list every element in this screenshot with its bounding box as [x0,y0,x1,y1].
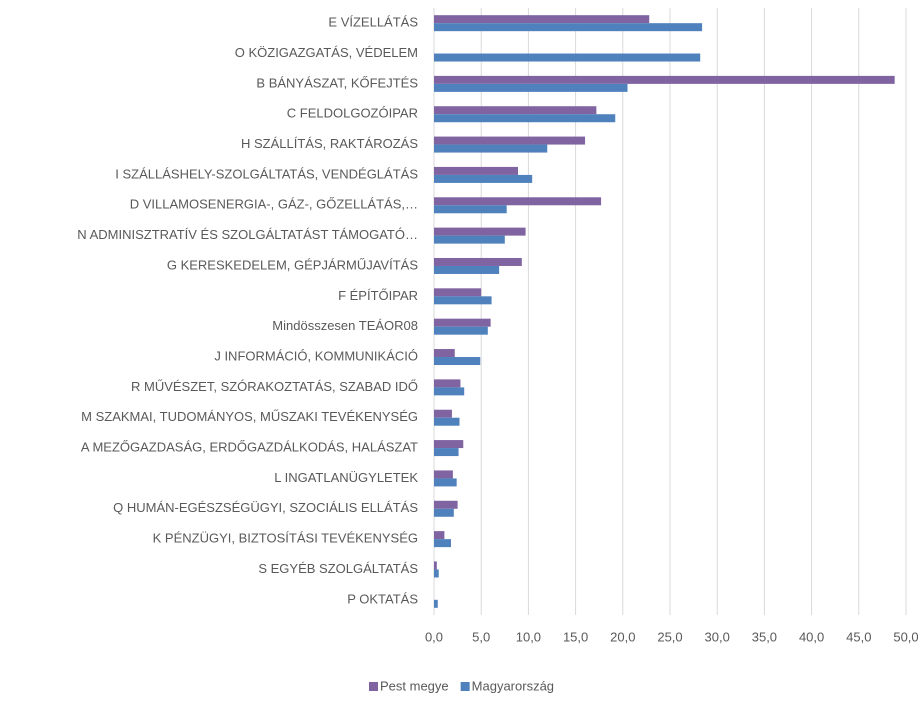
x-tick-label: 25,0 [657,629,682,644]
bar [434,296,492,305]
bar [434,166,519,175]
bar [434,53,701,62]
y-tick-label: N ADMINISZTRATÍV ÉS SZOLGÁLTATÁST TÁMOGA… [77,227,418,242]
bar [434,144,548,153]
x-tick-label: 10,0 [516,629,541,644]
bar [434,508,454,517]
bar [434,75,895,84]
y-tick-label: C FELDOLGOZÓIPAR [287,106,418,121]
bar [434,174,533,183]
bar [434,500,458,509]
y-tick-label: P OKTATÁS [347,591,418,606]
bar [434,478,457,487]
y-tick-label: R MŰVÉSZET, SZÓRAKOZTATÁS, SZABAD IDŐ [131,379,418,394]
bar [434,569,439,578]
bar [434,227,526,236]
bar [434,599,438,608]
y-tick-label: Q HUMÁN-EGÉSZSÉGÜGYI, SZOCIÁLIS ELLÁTÁS [113,500,418,515]
bar [434,379,461,388]
bar [434,23,703,32]
bar [434,197,602,206]
bar [434,83,628,92]
bar [434,205,507,214]
bar [434,357,481,366]
y-tick-label: A MEZŐGAZDASÁG, ERDŐGAZDÁLKODÁS, HALÁSZA… [81,440,418,455]
bar [434,257,522,266]
y-tick-label: L INGATLANÜGYLETEK [274,470,418,485]
bar [434,440,464,449]
x-tick-label: 50,0 [893,629,918,644]
y-tick-label: K PÉNZÜGYI, BIZTOSÍTÁSI TEVÉKENYSÉG [153,531,418,546]
bar [434,539,451,548]
y-tick-label: G KERESKEDELEM, GÉPJÁRMŰJAVÍTÁS [167,257,418,272]
y-tick-label: Mindösszesen TEÁOR08 [272,318,418,333]
y-tick-label: B BÁNYÁSZAT, KŐFEJTÉS [256,75,418,90]
y-tick-label: M SZAKMAI, TUDOMÁNYOS, MŰSZAKI TEVÉKENYS… [81,409,418,424]
bar [434,470,453,479]
x-tick-label: 20,0 [610,629,635,644]
y-tick-label: D VILLAMOSENERGIA-, GÁZ-, GŐZELLÁTÁS,… [130,197,418,212]
bar [434,265,500,274]
x-tick-label: 35,0 [752,629,777,644]
y-tick-label: O KÖZIGAZGATÁS, VÉDELEM [235,45,418,60]
legend-swatch [460,682,470,691]
bar [434,531,445,540]
bar [434,387,465,396]
y-tick-label: J INFORMÁCIÓ, KOMMUNIKÁCIÓ [214,348,418,363]
legend-label: Pest megye [380,678,449,693]
x-tick-label: 45,0 [846,629,871,644]
bar [434,349,455,358]
y-tick-label: E VÍZELLÁTÁS [328,15,418,30]
bar [434,114,616,123]
bar [434,417,460,426]
x-tick-label: 30,0 [705,629,730,644]
x-tick-label: 15,0 [563,629,588,644]
bar [434,15,650,24]
y-tick-label: I SZÁLLÁSHELY-SZOLGÁLTATÁS, VENDÉGLÁTÁS [115,166,418,181]
legend-swatch [369,682,378,691]
bar [434,448,459,457]
bar [434,326,488,335]
bar [434,235,505,244]
bar [434,136,586,145]
y-tick-label: S EGYÉB SZOLGÁLTATÁS [258,561,418,576]
bar [434,561,437,570]
x-tick-label: 40,0 [799,629,824,644]
y-tick-label: F ÉPÍTŐIPAR [338,288,418,303]
x-tick-label: 0,0 [425,629,443,644]
bar [434,409,452,418]
bar [434,288,482,297]
bar [434,106,597,115]
x-tick-label: 5,0 [472,629,490,644]
bar [434,318,491,327]
y-tick-label: H SZÁLLÍTÁS, RAKTÁROZÁS [241,136,418,151]
legend-label: Magyarország [472,678,554,693]
